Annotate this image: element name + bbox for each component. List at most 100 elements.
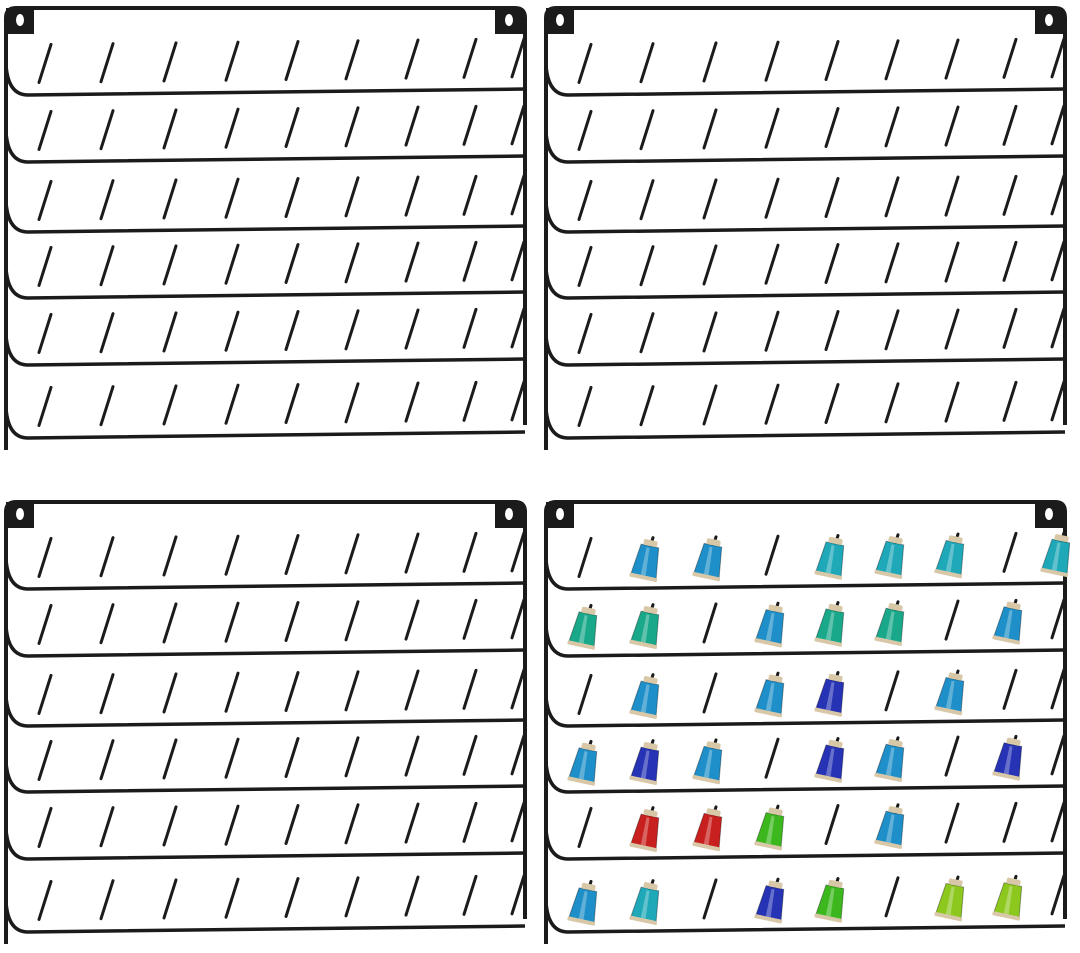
peg: [1002, 531, 1018, 573]
peg: [1002, 174, 1018, 216]
thread-spool: [992, 737, 1023, 781]
shelf-wire: [4, 625, 526, 658]
peg: [344, 533, 360, 575]
peg: [577, 536, 593, 578]
peg: [284, 106, 300, 148]
shelf-wire: [4, 828, 526, 861]
thread-spool: [874, 806, 905, 850]
thread-spool: [754, 880, 785, 924]
peg: [284, 39, 300, 81]
spool-base: [874, 772, 903, 783]
peg: [577, 312, 593, 354]
peg: [1050, 174, 1066, 216]
peg: [1050, 307, 1066, 349]
spool-base: [992, 771, 1021, 781]
peg: [162, 311, 178, 353]
shelf-wire: [4, 558, 526, 591]
keyhole: [1045, 508, 1053, 520]
peg: [462, 531, 478, 573]
peg: [284, 600, 300, 642]
thread-spool: [692, 538, 723, 582]
peg: [702, 244, 718, 286]
shelf-wire: [544, 64, 1066, 97]
peg: [510, 734, 526, 776]
peg: [702, 178, 718, 220]
peg: [224, 534, 240, 576]
spool-base: [629, 572, 658, 583]
peg: [1050, 801, 1066, 843]
peg: [462, 801, 478, 843]
peg: [344, 39, 360, 81]
peg: [944, 105, 960, 147]
spool-shine: [825, 612, 835, 641]
peg: [462, 380, 478, 422]
peg: [224, 671, 240, 713]
peg: [162, 805, 178, 847]
spool-shine: [578, 615, 588, 644]
spool-shine: [885, 747, 895, 776]
spool-cap: [643, 742, 658, 751]
spool-shine: [703, 749, 713, 779]
peg: [639, 312, 655, 354]
spool-shine: [703, 816, 713, 846]
peg: [37, 603, 53, 645]
rack: [544, 6, 1067, 450]
spool-base: [874, 839, 903, 850]
spool-base: [814, 913, 843, 923]
peg: [344, 106, 360, 148]
peg: [944, 735, 960, 777]
peg: [944, 599, 960, 641]
thread-spool: [814, 879, 845, 923]
thread-spool: [629, 606, 660, 650]
thread-spool: [934, 878, 965, 922]
peg: [1050, 598, 1066, 640]
peg: [99, 312, 115, 354]
shelf-wire: [544, 901, 1066, 934]
peg: [99, 739, 115, 781]
peg: [224, 243, 240, 285]
thread-spool: [629, 742, 660, 786]
keyhole: [505, 14, 513, 26]
peg: [284, 176, 300, 218]
spool-cap: [828, 603, 843, 612]
peg: [162, 41, 178, 83]
shelf-wire: [4, 901, 526, 934]
spool-shine: [640, 614, 650, 643]
thread-spool: [874, 536, 905, 580]
spool-base: [567, 640, 596, 650]
spool-cap: [706, 741, 721, 750]
peg: [99, 879, 115, 921]
peg: [884, 176, 900, 218]
peg: [344, 176, 360, 218]
peg: [462, 104, 478, 146]
spool-shine: [825, 748, 835, 777]
peg: [702, 384, 718, 426]
thread-spool: [934, 672, 965, 716]
spool-cap: [1054, 534, 1069, 543]
peg: [702, 602, 718, 644]
peg: [510, 307, 526, 349]
peg: [702, 672, 718, 714]
peg: [884, 382, 900, 424]
spool-cap: [888, 739, 903, 748]
peg: [824, 382, 840, 424]
peg: [99, 536, 115, 578]
peg: [404, 175, 420, 217]
peg: [224, 177, 240, 219]
peg: [162, 108, 178, 150]
peg: [224, 383, 240, 425]
spool-base: [754, 841, 783, 851]
spool-cap: [706, 538, 721, 547]
peg: [764, 534, 780, 576]
peg: [1050, 874, 1066, 916]
shelf-wire: [4, 131, 526, 164]
keyhole: [556, 14, 564, 26]
shelf-wire: [544, 267, 1066, 300]
shelf-wire: [4, 64, 526, 97]
rack: [4, 500, 527, 944]
thread-spool: [754, 674, 785, 718]
shelf-wire: [544, 131, 1066, 164]
spool-cap: [948, 535, 963, 544]
shelf-wire: [544, 407, 1066, 440]
peg: [162, 738, 178, 780]
